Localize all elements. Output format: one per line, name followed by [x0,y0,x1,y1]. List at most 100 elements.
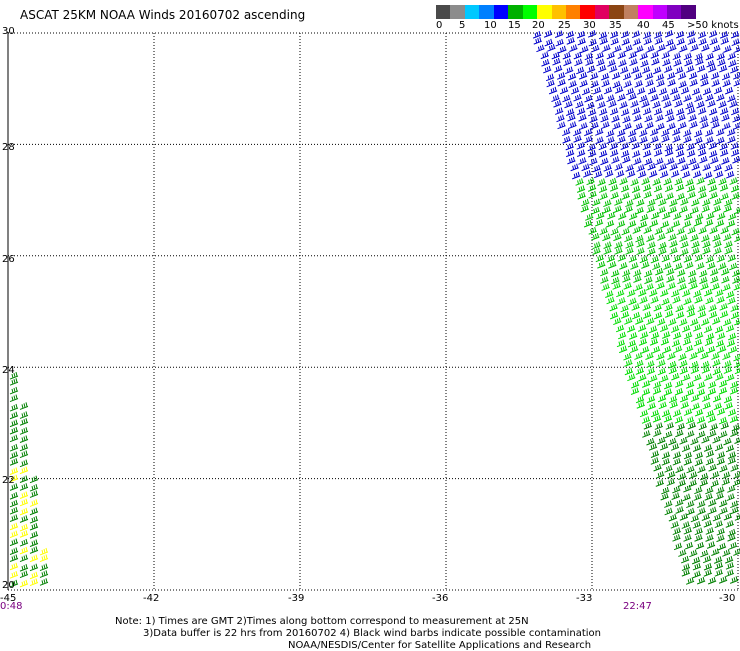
wind-barb [613,45,622,53]
wind-barb [577,37,586,46]
wind-barb [678,283,687,291]
wind-barb [714,562,724,570]
wind-barb [718,379,728,388]
wind-barb [727,297,736,305]
wind-barb [661,331,671,339]
wind-barb [674,387,684,396]
wind-barb [690,360,699,369]
wind-barb [658,87,668,96]
wind-barb [29,554,39,563]
wind-barb [9,492,19,500]
wind-barb [723,318,732,327]
wind-barb [692,521,701,529]
wind-barb [710,479,719,488]
wind-barb [657,44,666,52]
wind-barb [599,227,608,236]
wind-barb [685,178,694,187]
wind-barb [716,332,726,340]
wind-barb [676,192,685,201]
wind-barb [630,380,640,389]
wind-barb [702,163,711,171]
wind-barb [684,344,694,353]
wind-barb [694,296,703,304]
wind-barb [677,157,686,165]
wind-barb [618,59,627,67]
wind-barb [622,72,632,81]
wind-barb [603,247,612,255]
wind-barb [19,443,29,452]
wind-barb [687,421,697,430]
wind-barb [39,578,49,586]
wind-barb [697,500,706,509]
colorbar-cell [594,5,610,19]
wind-barb [634,80,643,88]
wind-barb [666,268,675,276]
wind-barb [722,352,731,361]
wind-barb [704,493,713,501]
wind-barb [678,549,687,557]
wind-barb [559,86,569,95]
wind-barb [701,43,710,52]
wind-barb [540,51,549,60]
wind-barb [675,304,684,313]
wind-barb [696,388,706,397]
wind-barb [725,569,735,577]
wind-barb [712,317,721,325]
wind-barb [694,94,703,103]
wind-barb [563,58,572,67]
wind-barb [669,199,678,207]
wind-barb [683,457,692,466]
wind-barb [643,37,652,46]
wind-barb [648,443,658,451]
wind-barb [712,513,722,522]
wind-barb [713,247,722,255]
wind-barb [733,353,740,362]
colorbar-cell [464,5,480,19]
wind-barb [580,45,589,54]
wind-barb [650,409,660,418]
wind-barb [677,269,686,277]
wind-barb [606,296,615,305]
wind-barb [705,486,714,495]
wind-barb [643,422,653,430]
wind-barb [614,198,623,206]
wind-barb [661,297,670,306]
wind-speed-colorbar [436,5,696,19]
wind-barb [726,339,736,347]
wind-barb [700,351,709,360]
wind-barb [708,141,717,150]
wind-barb [636,247,645,256]
lat-label-30: 30 [2,26,15,37]
wind-barb [702,401,711,410]
wind-barb [720,421,730,430]
wind-barb [586,101,595,110]
wind-barb [685,388,695,397]
wind-barb [595,51,604,60]
wind-barb [650,450,660,458]
wind-barb [640,213,649,222]
wind-barb [690,206,699,215]
wind-barb [601,121,610,129]
wind-barb [631,141,640,150]
wind-barb [689,121,698,129]
wind-barb [632,226,641,234]
wind-barb [686,107,696,115]
wind-barb [657,206,666,214]
wind-barb [697,148,707,157]
wind-barb [19,546,29,555]
wind-barb [9,419,19,428]
wind-barb [622,275,631,283]
wind-barb [702,87,712,96]
wind-barb [689,549,698,558]
wind-barb [700,282,709,291]
wind-barb [29,563,39,572]
wind-barb [29,499,39,507]
wind-barb [730,30,740,39]
colorbar-cell [551,5,566,19]
wind-barb [19,570,29,579]
wind-barb [572,171,581,180]
wind-barb [632,38,641,46]
wind-barb [705,457,714,466]
wind-barb [707,381,717,389]
